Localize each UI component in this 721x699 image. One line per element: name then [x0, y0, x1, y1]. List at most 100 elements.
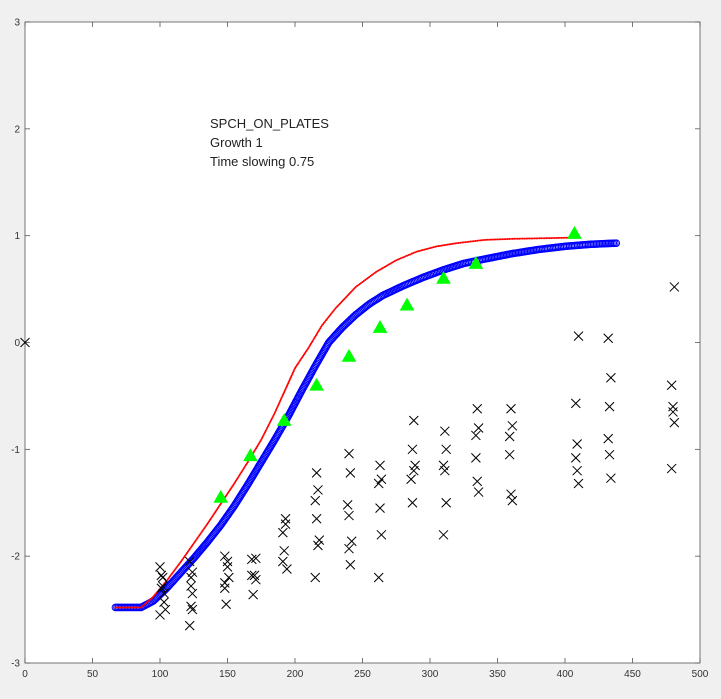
red-dot-marker: [392, 260, 395, 263]
cross-stroke: [155, 561, 165, 572]
black-cross-marker: [311, 513, 322, 524]
red-dot-marker: [459, 241, 462, 244]
cross-stroke: [407, 497, 418, 508]
red-dot-marker: [277, 404, 280, 407]
red-dot-marker: [291, 371, 294, 374]
red-dot-marker: [441, 244, 444, 247]
red-dot-marker: [448, 243, 451, 246]
black-cross-marker: [222, 556, 233, 567]
y-tick-label: 1: [14, 231, 20, 242]
black-cross-marker: [472, 403, 483, 414]
red-dot-marker: [443, 244, 446, 247]
red-dot-marker: [235, 479, 238, 482]
black-cross-marker: [310, 572, 321, 583]
black-cross-marker: [573, 331, 584, 341]
cross-stroke: [248, 589, 259, 600]
red-dot-marker: [521, 237, 524, 240]
black-cross-marker: [668, 401, 678, 412]
red-dot-marker: [283, 389, 286, 392]
cross-stroke: [506, 489, 516, 500]
red-dot-marker: [399, 257, 402, 260]
red-dot-marker: [477, 239, 480, 242]
cross-stroke: [572, 465, 583, 476]
black-cross-marker: [342, 500, 353, 510]
black-cross-marker: [311, 467, 322, 478]
black-cross-marker: [313, 485, 323, 495]
cross-stroke: [373, 478, 384, 489]
red-dot-marker: [429, 246, 432, 249]
cross-stroke: [473, 423, 484, 433]
red-dot-marker: [403, 255, 406, 258]
x-tick-label: 200: [287, 669, 304, 680]
black-cross-marker: [441, 497, 452, 508]
red-dot-marker: [533, 237, 536, 240]
red-dot-marker: [530, 237, 533, 240]
red-dot-marker: [432, 246, 435, 249]
red-dot-marker: [235, 478, 238, 481]
red-dot-marker: [437, 245, 440, 248]
cross-stroke: [223, 572, 234, 583]
cross-stroke: [219, 578, 230, 588]
red-dot-marker: [267, 423, 270, 426]
red-dot-marker: [426, 247, 429, 250]
red-dot-marker: [233, 482, 236, 485]
black-cross-marker: [155, 610, 165, 620]
cross-stroke: [313, 485, 323, 495]
cross-stroke: [184, 620, 195, 631]
red-dot-marker: [538, 237, 541, 240]
red-dot-marker: [457, 241, 460, 244]
red-dot-marker: [271, 416, 274, 419]
cross-stroke: [155, 610, 165, 620]
x-tick-label: 450: [624, 669, 641, 680]
red-dot-marker: [287, 382, 290, 385]
red-dot-marker: [291, 373, 294, 376]
red-dot-marker: [454, 242, 457, 245]
red-dot-marker: [289, 376, 292, 379]
y-tick-label: 3: [14, 18, 20, 29]
cross-stroke: [606, 372, 616, 383]
cross-stroke: [606, 473, 616, 484]
black-cross-marker: [504, 431, 515, 442]
red-dot-marker: [474, 239, 477, 242]
cross-stroke: [668, 401, 678, 412]
red-dot-marker: [289, 377, 292, 380]
cross-stroke: [311, 513, 322, 524]
black-cross-marker: [277, 556, 288, 567]
cross-stroke: [184, 556, 195, 567]
red-dot-marker: [130, 606, 133, 609]
green-triangle-marker: [341, 348, 357, 362]
red-dot-marker: [272, 414, 275, 417]
cross-stroke: [504, 449, 515, 460]
cross-stroke: [246, 554, 257, 565]
cross-stroke: [277, 556, 288, 567]
red-dot-marker: [377, 269, 380, 272]
black-cross-marker: [504, 449, 515, 460]
green-triangle-series: [213, 226, 582, 503]
red-dot-marker: [413, 251, 416, 254]
red-dot-marker: [293, 368, 296, 371]
cross-stroke: [570, 398, 581, 409]
red-dot-marker: [469, 240, 472, 243]
black-cross-marker: [376, 474, 387, 485]
black-cross-marker: [407, 444, 418, 455]
black-cross-marker: [156, 583, 167, 594]
red-dot-marker: [125, 606, 128, 609]
red-dot-marker: [285, 386, 288, 389]
black-cross-marker: [184, 620, 195, 631]
cross-stroke: [186, 601, 196, 612]
red-dot-marker: [245, 462, 248, 465]
red-dot-marker: [386, 264, 389, 267]
black-cross-marker: [375, 503, 385, 513]
y-tick-label: 2: [14, 124, 20, 135]
red-dot-marker: [263, 432, 266, 435]
red-dot-marker: [279, 400, 282, 403]
cross-stroke: [310, 495, 321, 506]
red-dot-marker: [481, 239, 484, 242]
black-cross-marker: [570, 453, 581, 463]
black-cross-marker: [441, 444, 452, 455]
cross-stroke: [313, 540, 323, 551]
red-dot-marker: [393, 260, 396, 263]
red-dot-marker: [385, 265, 388, 268]
red-dot-marker: [244, 464, 247, 467]
red-dot-marker: [274, 410, 277, 413]
